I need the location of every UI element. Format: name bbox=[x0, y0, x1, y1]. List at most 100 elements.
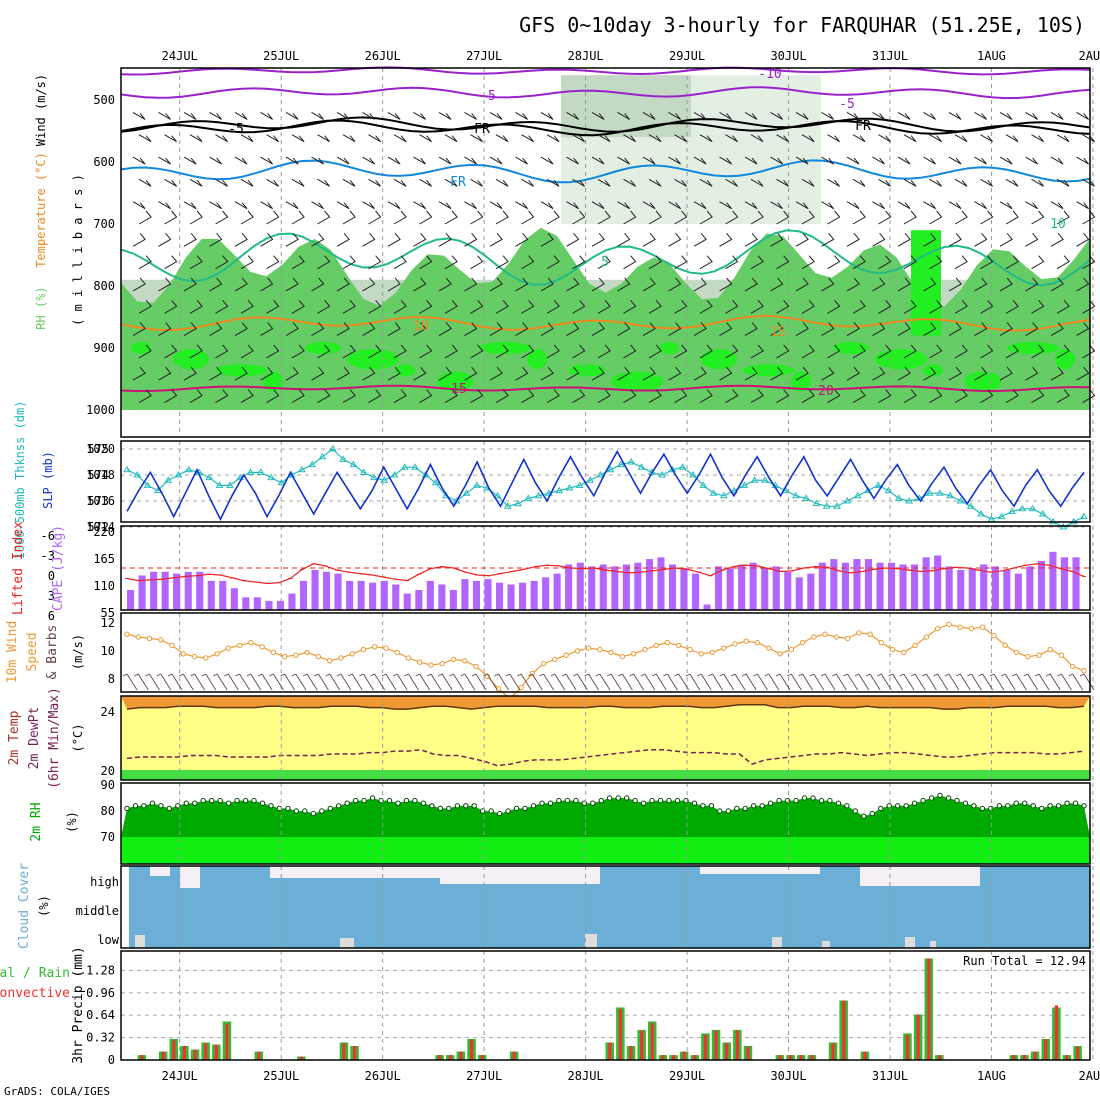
wind-barb bbox=[1076, 156, 1089, 165]
precip-convective-bar bbox=[618, 1008, 622, 1060]
rh2m-marker bbox=[776, 797, 782, 804]
rh2m-marker bbox=[928, 795, 935, 801]
precip-convective-bar bbox=[161, 1051, 165, 1060]
wind-barb bbox=[974, 366, 988, 381]
wind-barb bbox=[642, 277, 656, 292]
date-label-top: 31JUL bbox=[872, 49, 908, 63]
precip-tick: 0 bbox=[108, 1053, 115, 1067]
rh2m-marker bbox=[962, 800, 969, 806]
wind-barb bbox=[183, 232, 197, 247]
thickness-marker bbox=[380, 476, 389, 483]
wind-barb bbox=[266, 210, 280, 225]
wind-barb bbox=[954, 344, 968, 359]
wind-barb-10m bbox=[674, 673, 690, 691]
wind-barb bbox=[189, 178, 203, 187]
wind-barb bbox=[368, 344, 382, 359]
thickness-marker bbox=[668, 465, 677, 473]
wind-barb-10m bbox=[787, 673, 802, 691]
wind-barb-10m bbox=[978, 673, 994, 691]
wind-barb bbox=[209, 322, 223, 337]
wind-barb bbox=[801, 134, 815, 143]
wind-barb-10m bbox=[888, 673, 903, 691]
wind-speed-marker bbox=[146, 635, 153, 642]
wind-barb bbox=[1005, 344, 1019, 359]
wind-barb bbox=[897, 366, 911, 381]
wind-barb bbox=[903, 210, 917, 225]
rh-bright-patch bbox=[791, 371, 811, 392]
wind-barb bbox=[336, 277, 350, 292]
wind-barb-10m bbox=[392, 673, 408, 691]
wind-barb-10m bbox=[246, 673, 262, 691]
cape-tick: 220 bbox=[93, 525, 115, 539]
wind-barb bbox=[521, 178, 534, 187]
wind-barb bbox=[189, 134, 203, 143]
cape-bar bbox=[461, 579, 469, 610]
thickness-marker bbox=[637, 463, 646, 470]
precip-convective-bar bbox=[512, 1051, 516, 1060]
wind-barb bbox=[923, 366, 937, 381]
wind-barb bbox=[566, 111, 579, 120]
wind-barb bbox=[623, 389, 637, 403]
wind-barb bbox=[285, 322, 299, 337]
low-cloud-patch bbox=[905, 937, 915, 948]
wind-barb bbox=[189, 344, 203, 359]
rh2m-marker bbox=[801, 795, 808, 801]
wind-barb-10m bbox=[550, 673, 566, 691]
wind-barb bbox=[878, 210, 892, 225]
date-label-top: 27JUL bbox=[466, 49, 502, 63]
wind-barb bbox=[515, 322, 529, 337]
wind-tick: 10 bbox=[101, 644, 115, 658]
thickness-marker bbox=[730, 486, 738, 494]
wind-speed-marker bbox=[169, 642, 175, 649]
wind-barb bbox=[668, 322, 682, 337]
wind-barb-10m bbox=[1057, 673, 1072, 691]
wind-barb bbox=[489, 232, 503, 247]
wind-barb bbox=[872, 232, 886, 247]
wind-barb bbox=[470, 389, 484, 403]
wind-barb bbox=[776, 299, 790, 314]
wind-speed-marker bbox=[1013, 649, 1020, 656]
precip-convective-bar bbox=[225, 1023, 229, 1060]
wind-barb-10m bbox=[291, 673, 307, 691]
cape-bar bbox=[496, 582, 504, 610]
wind-barb bbox=[1031, 178, 1044, 187]
wind-barb bbox=[362, 232, 376, 247]
wind-speed-marker bbox=[867, 631, 873, 637]
temp2m-units-label: (°C) bbox=[71, 724, 85, 753]
wind-barb bbox=[999, 322, 1013, 337]
wind-barb bbox=[846, 156, 860, 165]
rh2m-marker bbox=[971, 803, 977, 809]
wind-barb bbox=[540, 232, 554, 247]
wind-barb bbox=[980, 255, 994, 270]
rh2m-marker bbox=[920, 797, 926, 804]
cape-bar bbox=[219, 580, 227, 610]
wind-barb bbox=[438, 201, 452, 210]
rh2m-marker bbox=[691, 800, 698, 806]
wind-barb bbox=[317, 299, 331, 314]
wind-speed-marker bbox=[338, 655, 344, 661]
cape-panel: -6 -3 0 3 6 220 165 110 55 Lifted Index CAPE (J/kg… bbox=[11, 521, 1094, 623]
precip-panel: 1.28 0.96 0.64 0.32 0 Run Total = 12.94 3hr Pr… bbox=[0, 946, 1094, 1067]
wind-speed-marker bbox=[281, 653, 288, 660]
thickness-marker bbox=[894, 494, 903, 501]
wind-barb bbox=[642, 322, 656, 337]
rh2m-marker bbox=[522, 805, 528, 812]
wind-barb bbox=[597, 178, 611, 187]
wind-barb bbox=[719, 232, 733, 247]
wind-barb bbox=[291, 299, 305, 314]
wind-barb bbox=[138, 389, 152, 403]
wind-barb bbox=[693, 232, 707, 247]
precip-convective-bar bbox=[172, 1040, 176, 1060]
wind-barb-10m bbox=[336, 673, 352, 691]
rh2m-marker bbox=[158, 803, 164, 809]
wind-barb bbox=[674, 389, 688, 403]
wind-barb bbox=[623, 344, 637, 359]
thickness-panel: 575 574 573 572 1020 1018 1016 1014 1000-500mb T… bbox=[13, 401, 1094, 559]
wind-speed-marker bbox=[619, 653, 626, 660]
wind-barb bbox=[540, 322, 554, 337]
wind-barb-10m bbox=[460, 673, 476, 691]
rh2m-marker bbox=[217, 797, 223, 804]
wind-barb-10m bbox=[640, 673, 656, 691]
wind-speed-marker bbox=[1047, 646, 1053, 653]
